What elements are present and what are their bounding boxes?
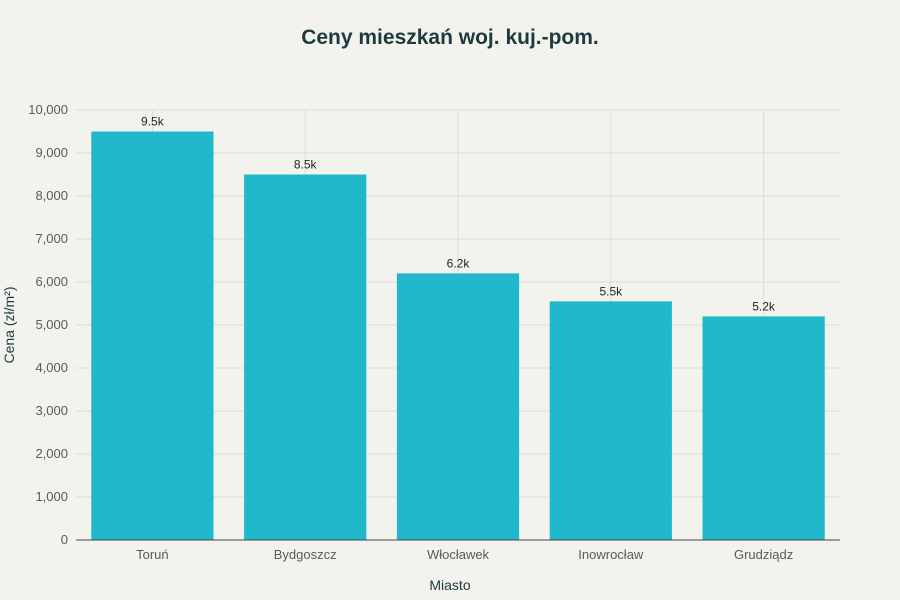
y-tick-label: 2,000	[35, 446, 68, 461]
y-axis-ticks: 0 1,000 2,000 3,000 4,000 5,000 6,000 7,000 8,00…	[28, 102, 68, 547]
x-tick-label: Toruń	[136, 547, 169, 562]
y-tick-label: 1,000	[35, 489, 68, 504]
y-tick-label: 3,000	[35, 403, 68, 418]
bar	[549, 301, 672, 540]
chart-title: Ceny mieszkań woj. kuj.-pom.	[301, 26, 599, 49]
y-tick-label: 4,000	[35, 360, 68, 375]
bar	[91, 131, 214, 540]
value-labels: 9.5k 8.5k 6.2k 5.5k 5.2k	[141, 115, 776, 314]
y-tick-label: 6,000	[35, 274, 68, 289]
y-tick-label: 8,000	[35, 188, 68, 203]
bar-value-label: 6.2k	[447, 256, 471, 270]
bar	[396, 273, 520, 540]
y-tick-label: 10,000	[28, 102, 68, 117]
x-axis-ticks: Toruń Bydgoszcz Włocławek Inowrocław Grudzią…	[136, 547, 793, 562]
x-tick-label: Bydgoszcz	[274, 547, 337, 562]
x-tick-label: Inowrocław	[578, 547, 644, 562]
bar-value-label: 9.5k	[141, 115, 165, 129]
x-tick-label: Włocławek	[427, 547, 490, 562]
x-axis-title: Miasto	[429, 577, 470, 593]
bar-value-label: 8.5k	[294, 158, 318, 172]
y-tick-label: 9,000	[35, 145, 68, 160]
y-tick-label: 0	[61, 532, 68, 547]
bar	[244, 174, 367, 540]
x-tick-label: Grudziądz	[734, 547, 793, 562]
bars	[91, 131, 825, 540]
y-tick-label: 7,000	[35, 231, 68, 246]
bar-value-label: 5.2k	[752, 299, 776, 313]
y-tick-label: 5,000	[35, 317, 68, 332]
bar	[702, 316, 825, 540]
bar-value-label: 5.5k	[599, 284, 623, 298]
y-axis-title: Cena (zł/m²)	[1, 286, 17, 363]
